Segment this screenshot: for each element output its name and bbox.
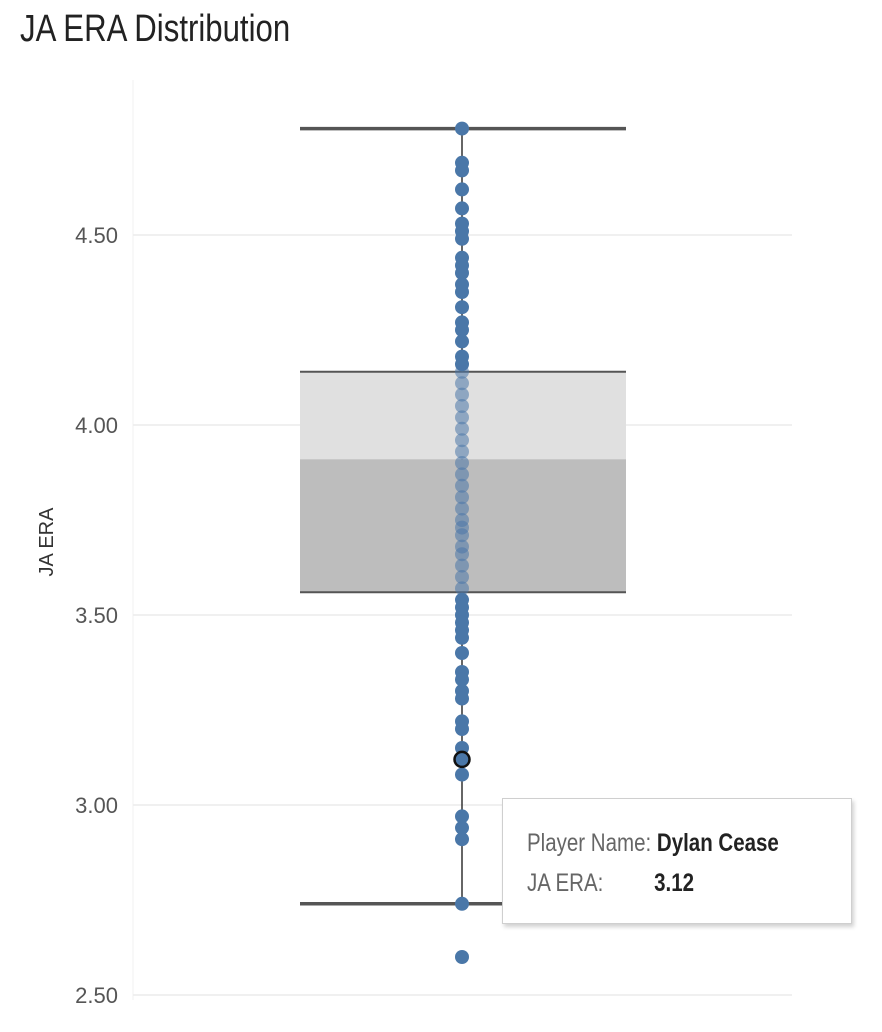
data-point [455,490,469,505]
data-point [455,266,469,280]
data-point [455,285,469,299]
highlighted-data-point [453,750,471,769]
data-points [453,121,471,964]
data-point [455,478,469,493]
data-point [455,581,469,596]
data-point [455,722,469,736]
data-point [455,630,469,645]
data-point [455,201,469,216]
data-point [455,456,469,470]
tooltip-name-value: Dylan Cease [656,829,779,857]
data-point [455,387,469,402]
data-point [455,672,469,687]
y-tick-label: 2.50 [75,983,118,1008]
hover-tooltip: Player Name: Dylan Cease JA ERA: 3.12 [502,798,852,924]
y-tick-label: 3.50 [75,603,118,628]
data-point [455,528,469,543]
data-point [455,444,469,459]
data-point [455,646,469,660]
data-point [455,399,469,413]
y-tick-label: 4.00 [75,413,118,438]
data-point [455,501,469,516]
data-point [455,896,469,911]
data-point [455,163,469,178]
data-point [455,950,469,964]
data-point [455,323,469,337]
data-point [455,809,469,824]
data-point [455,691,469,706]
data-point [455,547,469,562]
data-point [455,820,469,835]
data-point [455,376,469,391]
y-tick-label: 4.50 [75,223,118,248]
data-point [455,364,469,379]
data-point [455,421,469,436]
y-axis-label: JA ERA [36,507,58,577]
data-point [455,433,469,448]
data-point [455,121,469,136]
chart-title: JA ERA Distribution [20,8,291,50]
data-point [455,467,469,482]
data-point [455,182,469,197]
data-point [455,558,469,573]
tooltip-era-row: JA ERA: 3.12 [527,869,694,898]
tooltip-name-label: Player Name: [527,829,652,857]
data-point [455,334,469,349]
tooltip-era-value: 3.12 [654,869,695,897]
data-point [455,767,469,782]
y-tick-label: 3.00 [75,793,118,818]
y-axis: 4.50 4.00 3.50 3.00 2.50 [75,223,118,1008]
tooltip-name-row: Player Name: Dylan Cease [527,829,779,858]
data-point [455,231,469,246]
data-point [455,410,469,425]
tooltip-era-label: JA ERA: [527,869,604,897]
data-point [455,570,469,584]
data-point [455,300,469,315]
data-point [455,832,469,847]
